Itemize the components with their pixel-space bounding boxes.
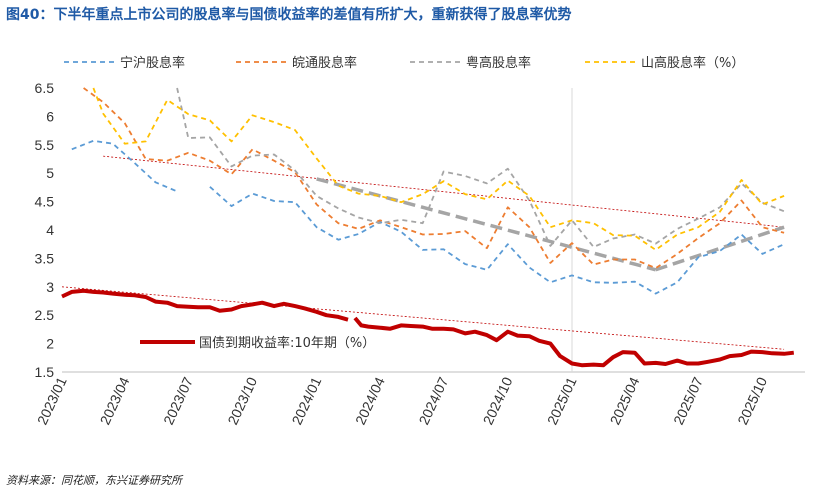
y-tick-label: 1.5 xyxy=(35,364,55,380)
legend-label-anhui: 皖通股息率 xyxy=(292,55,357,71)
chart-title: 图40：下半年重点上市公司的股息率与国债收益率的差值有所扩大，重新获得了股息率优… xyxy=(6,7,572,23)
y-tick-label: 2 xyxy=(46,336,54,352)
x-tick-label: 2023/10 xyxy=(224,374,260,427)
legend-label-shandong: 山高股息率（%） xyxy=(641,55,744,71)
y-tick-label: 3.5 xyxy=(35,250,55,266)
x-tick-label: 2025/10 xyxy=(734,374,770,427)
x-tick-label: 2023/01 xyxy=(34,374,70,427)
x-tick-label: 2025/07 xyxy=(670,374,706,427)
y-tick-label: 5 xyxy=(46,165,54,181)
x-tick-label: 2024/07 xyxy=(415,374,451,427)
y-tick-label: 6.5 xyxy=(35,80,55,96)
x-tick-label: 2024/04 xyxy=(352,374,388,427)
series-line-anhui xyxy=(83,87,785,270)
y-tick-label: 2.5 xyxy=(35,307,55,323)
x-tick-label: 2023/04 xyxy=(97,374,133,427)
trend_yield_up-line xyxy=(655,225,785,272)
series-line-bond xyxy=(353,316,795,368)
legend-label-guangdong: 粤高股息率 xyxy=(466,55,531,71)
x-tick-label: 2025/01 xyxy=(544,374,580,427)
y-tick-label: 4.5 xyxy=(35,194,55,210)
series-line-ningbo xyxy=(209,186,785,295)
trend_yield_down-line xyxy=(316,177,657,272)
y-tick-label: 3 xyxy=(46,279,54,295)
y-tick-label: 5.5 xyxy=(35,137,55,153)
trend_lower-line xyxy=(61,286,785,350)
legend-label-ningbo: 宁沪股息率 xyxy=(120,55,185,71)
series-line-ningbo xyxy=(71,139,178,193)
series-line-bond xyxy=(61,288,349,322)
y-tick-label: 6 xyxy=(46,108,54,124)
x-tick-label: 2024/01 xyxy=(288,374,324,427)
source-note: 资料来源：同花顺，东兴证券研究所 xyxy=(6,474,182,487)
x-tick-label: 2025/04 xyxy=(607,374,643,427)
x-tick-label: 2024/10 xyxy=(480,374,516,427)
x-tick-label: 2023/07 xyxy=(160,374,196,427)
legend-label-bond: 国债到期收益率:10年期（%） xyxy=(199,335,375,351)
series-line-guangdong xyxy=(176,87,785,248)
series-line-shandong xyxy=(92,87,785,251)
y-tick-label: 4 xyxy=(46,222,54,238)
trend_upper-line xyxy=(103,155,785,228)
